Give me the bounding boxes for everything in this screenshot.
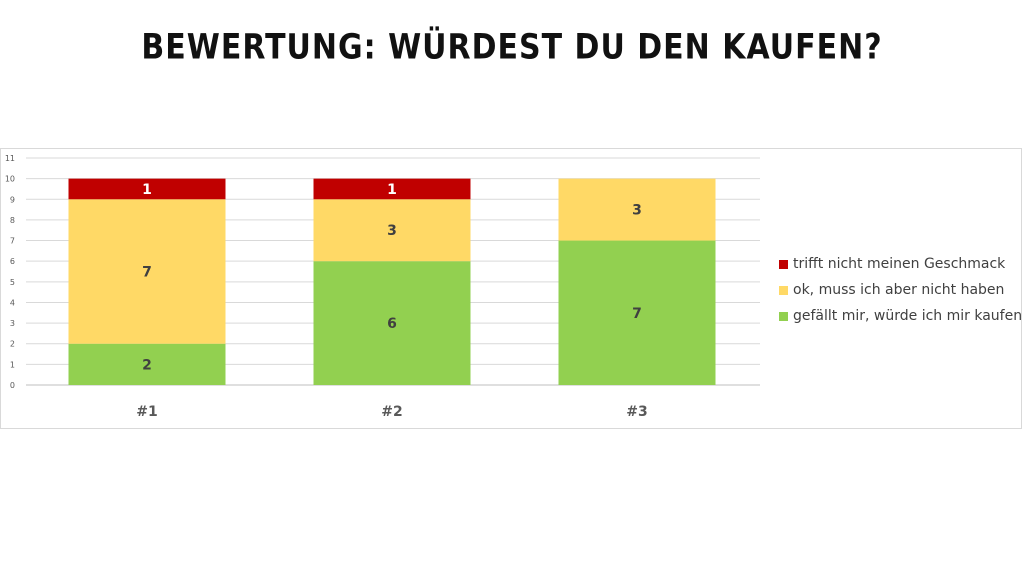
bar-segment — [313, 261, 471, 385]
y-tick-label: 2 — [10, 340, 15, 349]
legend-label: trifft nicht meinen Geschmack — [793, 256, 1006, 272]
y-tick-label: 11 — [5, 154, 15, 163]
bar-segment — [68, 178, 226, 200]
y-tick-label: 4 — [10, 298, 15, 307]
data-label: 2 — [142, 357, 152, 373]
bar-segment — [68, 199, 226, 344]
data-label: 7 — [142, 265, 152, 281]
chart-frame — [0, 148, 1022, 429]
legend-swatch — [779, 259, 788, 269]
y-tick-label: 3 — [10, 319, 15, 328]
bar-segment — [558, 178, 716, 241]
legend-item: trifft nicht meinen Geschmack — [779, 251, 1022, 277]
legend-swatch — [779, 285, 788, 295]
y-tick-label: 1 — [10, 360, 15, 369]
y-tick-label: 7 — [10, 237, 15, 246]
data-label: 3 — [632, 203, 642, 219]
data-label: 1 — [387, 182, 397, 198]
bar-segment — [313, 199, 471, 262]
y-tick-label: 0 — [10, 381, 15, 390]
legend-label: ok, muss ich aber nicht haben — [793, 282, 1005, 298]
y-tick-label: 5 — [10, 278, 15, 287]
data-label: 3 — [387, 223, 397, 239]
chart-legend: trifft nicht meinen Geschmack ok, muss ic… — [779, 251, 1022, 329]
legend-item: gefällt mir, würde ich mir kaufen — [779, 303, 1022, 329]
bar-segment — [313, 178, 471, 200]
slide-title: BEWERTUNG: WÜRDEST DU DEN KAUFEN? — [141, 27, 883, 68]
data-label: 1 — [142, 182, 152, 198]
legend-item: ok, muss ich aber nicht haben — [779, 277, 1022, 303]
bar-segment — [558, 240, 716, 385]
y-tick-label: 8 — [10, 216, 15, 225]
data-label: 6 — [387, 316, 397, 332]
bar-segment — [68, 343, 226, 385]
y-tick-label: 6 — [10, 257, 15, 266]
x-tick-label: #3 — [626, 404, 647, 420]
y-tick-label: 9 — [10, 195, 15, 204]
x-tick-label: #1 — [136, 404, 157, 420]
legend-swatch — [779, 311, 788, 321]
x-tick-label: #2 — [381, 404, 402, 420]
y-tick-label: 10 — [5, 175, 15, 184]
data-label: 7 — [632, 306, 642, 322]
legend-label: gefällt mir, würde ich mir kaufen — [793, 308, 1023, 324]
